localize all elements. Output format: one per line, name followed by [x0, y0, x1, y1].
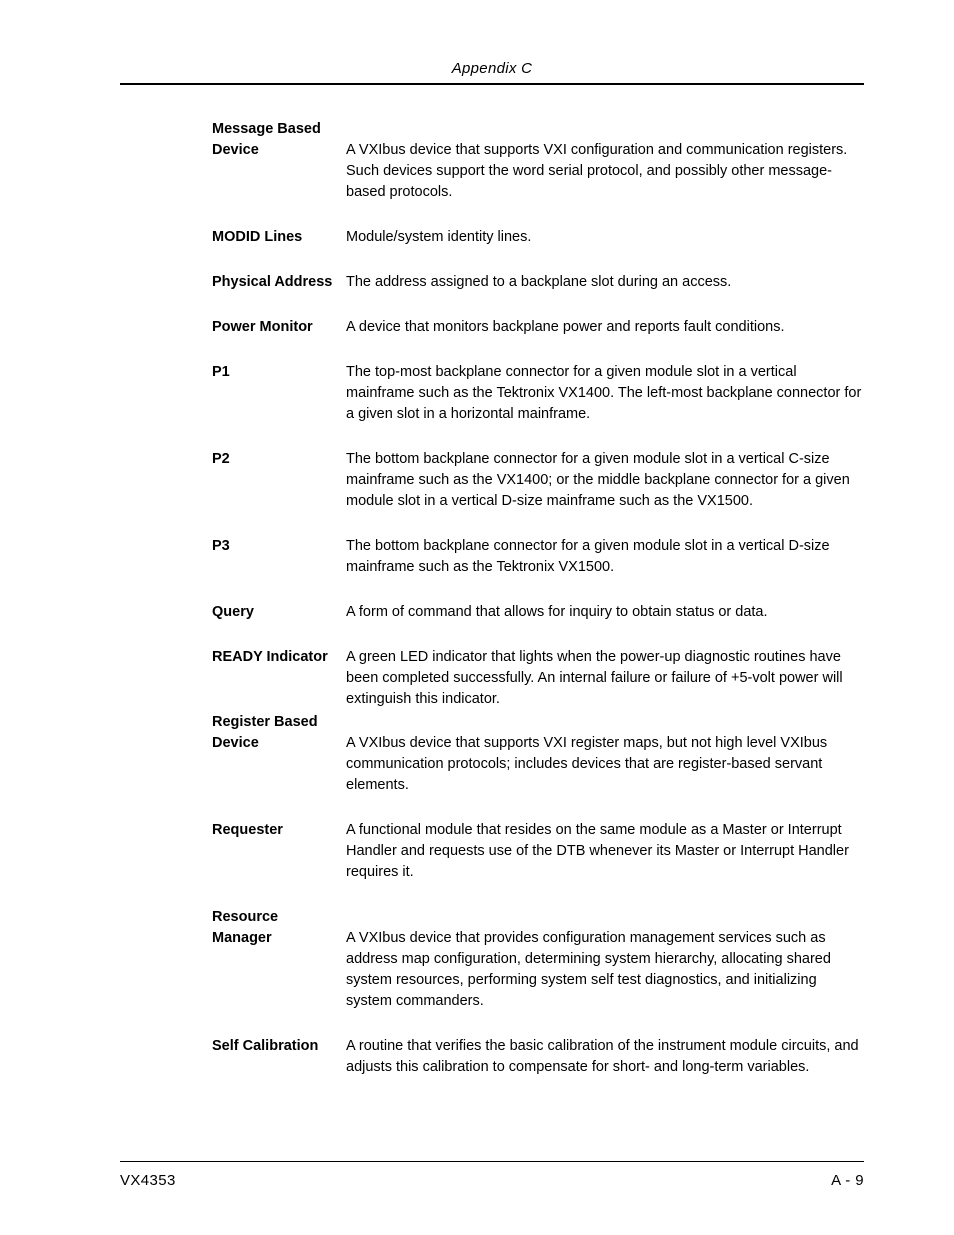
- glossary-definition: The top-most backplane connector for a g…: [346, 362, 864, 425]
- footer-right: A - 9: [831, 1172, 864, 1189]
- glossary-entry: Resource ManagerA VXIbus device that pro…: [212, 907, 864, 1012]
- glossary-definition: A form of command that allows for inquir…: [346, 602, 864, 623]
- glossary-definition: The bottom backplane connector for a giv…: [346, 449, 864, 512]
- glossary-term: Resource Manager: [212, 907, 346, 949]
- glossary-entry: READY IndicatorA green LED indicator tha…: [212, 647, 864, 710]
- glossary-term: READY Indicator: [212, 647, 346, 668]
- glossary-entry: MODID LinesModule/system identity lines.: [212, 227, 864, 248]
- glossary-entry: Physical AddressThe address assigned to …: [212, 272, 864, 293]
- header-rule: [120, 83, 864, 85]
- glossary-entry: RequesterA functional module that reside…: [212, 820, 864, 883]
- glossary-term: Query: [212, 602, 346, 623]
- glossary-definition: A green LED indicator that lights when t…: [346, 647, 864, 710]
- glossary-definition: A routine that verifies the basic calibr…: [346, 1036, 864, 1078]
- glossary-entry: QueryA form of command that allows for i…: [212, 602, 864, 623]
- page: Appendix C Message Based DeviceA VXIbus …: [0, 0, 954, 1235]
- footer-row: VX4353 A - 9: [120, 1172, 864, 1189]
- glossary-entries: Message Based DeviceA VXIbus device that…: [120, 119, 864, 1078]
- glossary-term: Power Monitor: [212, 317, 346, 338]
- footer-rule: [120, 1161, 864, 1162]
- glossary-entry: Message Based DeviceA VXIbus device that…: [212, 119, 864, 203]
- glossary-entry: P1The top-most backplane connector for a…: [212, 362, 864, 425]
- glossary-term: P1: [212, 362, 346, 383]
- glossary-definition: Module/system identity lines.: [346, 227, 864, 248]
- page-footer: VX4353 A - 9: [120, 1161, 864, 1189]
- glossary-entry: Self CalibrationA routine that verifies …: [212, 1036, 864, 1078]
- glossary-definition: A VXIbus device that supports VXI config…: [346, 119, 864, 203]
- glossary-term: Message Based Device: [212, 119, 346, 161]
- glossary-definition: The bottom backplane connector for a giv…: [346, 536, 864, 578]
- glossary-term: Requester: [212, 820, 346, 841]
- glossary-term: P3: [212, 536, 346, 557]
- glossary-term: P2: [212, 449, 346, 470]
- glossary-term: MODID Lines: [212, 227, 346, 248]
- glossary-definition: A VXIbus device that provides configurat…: [346, 907, 864, 1012]
- glossary-entry: P2The bottom backplane connector for a g…: [212, 449, 864, 512]
- glossary-definition: A functional module that resides on the …: [346, 820, 864, 883]
- glossary-definition: The address assigned to a backplane slot…: [346, 272, 864, 293]
- appendix-header: Appendix C: [120, 60, 864, 77]
- glossary-entry: Register Based DeviceA VXIbus device tha…: [212, 712, 864, 796]
- glossary-term: Self Calibration: [212, 1036, 346, 1057]
- glossary-term: Physical Address: [212, 272, 346, 293]
- glossary-term: Register Based Device: [212, 712, 346, 754]
- glossary-entry: P3The bottom backplane connector for a g…: [212, 536, 864, 578]
- glossary-entry: Power MonitorA device that monitors back…: [212, 317, 864, 338]
- glossary-definition: A VXIbus device that supports VXI regist…: [346, 712, 864, 796]
- glossary-definition: A device that monitors backplane power a…: [346, 317, 864, 338]
- footer-left: VX4353: [120, 1172, 176, 1189]
